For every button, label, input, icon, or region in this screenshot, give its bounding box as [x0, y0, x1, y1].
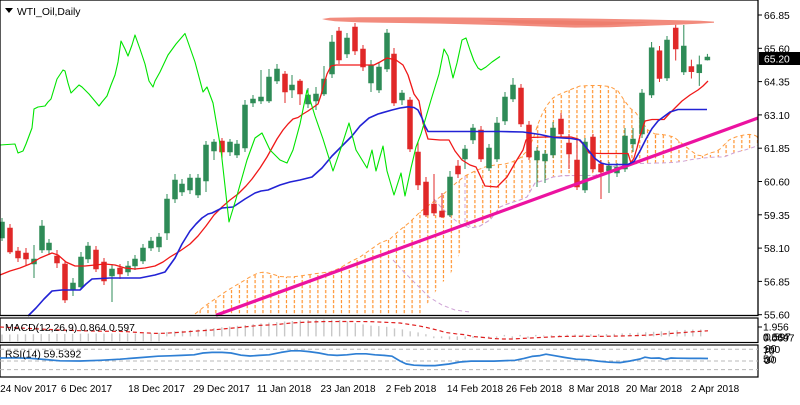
svg-text:0.864: 0.864	[763, 333, 789, 344]
svg-text:MACD(12,26,9) 0.864 0.597: MACD(12,26,9) 0.864 0.597	[5, 323, 135, 334]
svg-text:100: 100	[763, 345, 780, 356]
svg-text:0: 0	[764, 356, 770, 367]
svg-text:50: 50	[763, 355, 775, 366]
svg-text:58.10: 58.10	[764, 244, 790, 255]
svg-text:55.60: 55.60	[764, 311, 790, 322]
svg-text:8 Mar 2018: 8 Mar 2018	[569, 384, 620, 395]
svg-text:1.956: 1.956	[763, 323, 789, 334]
svg-text:90: 90	[765, 344, 777, 355]
svg-text:2 Apr 2018: 2 Apr 2018	[691, 384, 740, 395]
svg-text:70: 70	[763, 347, 775, 358]
svg-text:26 Feb 2018: 26 Feb 2018	[506, 384, 563, 395]
svg-text:18 Dec 2017: 18 Dec 2017	[128, 384, 185, 395]
svg-text:0.0697: 0.0697	[763, 334, 795, 345]
svg-text:2 Feb 2018: 2 Feb 2018	[386, 384, 437, 395]
svg-text:20 Mar 2018: 20 Mar 2018	[626, 384, 683, 395]
svg-text:64.35: 64.35	[764, 78, 790, 89]
svg-text:65.60: 65.60	[764, 44, 790, 55]
svg-text:11 Jan 2018: 11 Jan 2018	[257, 384, 312, 395]
svg-text:24 Nov 2017: 24 Nov 2017	[0, 384, 57, 395]
svg-text:65.20: 65.20	[764, 55, 790, 66]
svg-text:0.597: 0.597	[765, 333, 791, 344]
svg-text:30: 30	[765, 356, 777, 367]
svg-text:56.85: 56.85	[764, 277, 790, 288]
svg-text:59.35: 59.35	[764, 211, 790, 222]
svg-text:66.85: 66.85	[764, 11, 790, 22]
svg-text:WTI_Oil,Daily: WTI_Oil,Daily	[17, 7, 81, 18]
svg-text:63.10: 63.10	[764, 111, 790, 122]
svg-text:RSI(14) 59.5392: RSI(14) 59.5392	[5, 350, 81, 361]
svg-text:6 Dec 2017: 6 Dec 2017	[61, 384, 113, 395]
svg-text:61.85: 61.85	[764, 144, 790, 155]
svg-text:23 Jan 2018: 23 Jan 2018	[320, 384, 375, 395]
svg-text:14 Feb 2018: 14 Feb 2018	[447, 384, 504, 395]
svg-text:29 Dec 2017: 29 Dec 2017	[193, 384, 250, 395]
svg-text:60.60: 60.60	[764, 178, 790, 189]
